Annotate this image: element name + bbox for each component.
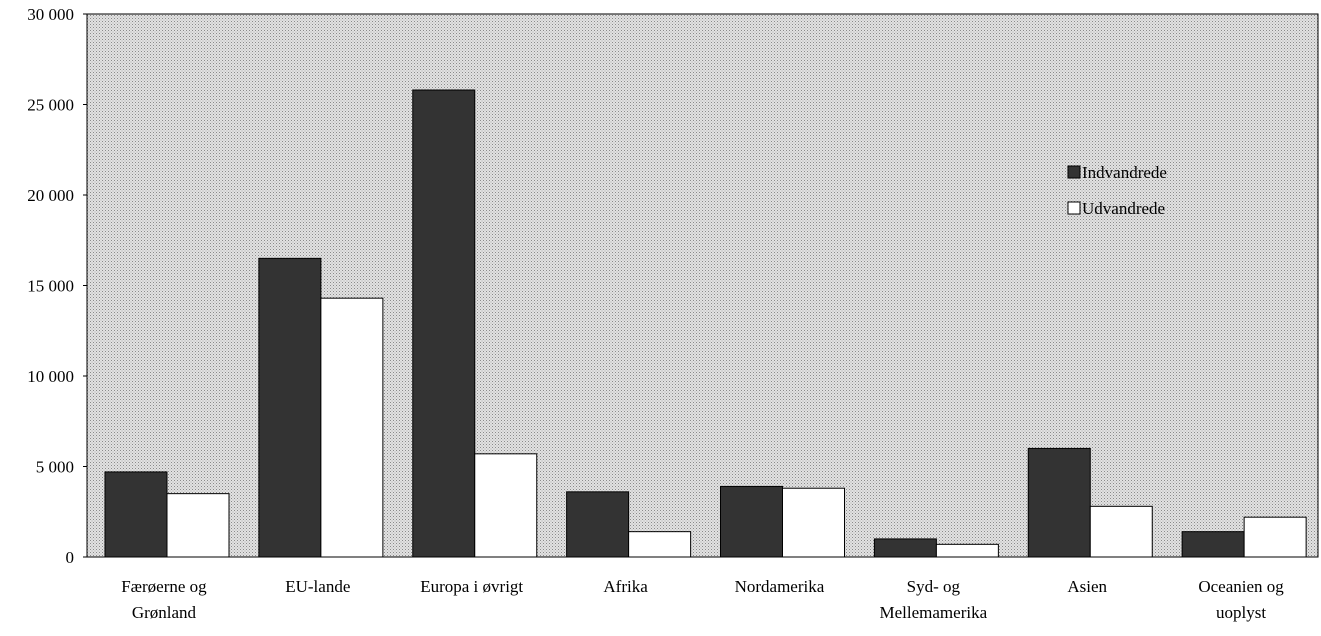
x-tick-label: Syd- og Mellemamerika xyxy=(880,577,988,622)
y-tick-label: 10 000 xyxy=(27,367,74,386)
x-tick-label: Færøerne og Grønland xyxy=(121,577,207,622)
y-tick-label: 15 000 xyxy=(27,277,74,296)
bar xyxy=(320,297,384,558)
bar xyxy=(1181,531,1245,558)
x-tick-label: EU-lande xyxy=(285,577,350,596)
bar xyxy=(258,257,322,558)
bar xyxy=(935,543,999,558)
x-tick-label: Europa i øvrigt xyxy=(420,577,523,596)
x-tick-label: Oceanien og uoplyst xyxy=(1198,577,1284,622)
legend-label: Udvandrede xyxy=(1082,199,1165,218)
bar xyxy=(628,531,692,558)
bar xyxy=(412,89,476,558)
bar xyxy=(1089,505,1153,558)
bar xyxy=(873,538,937,558)
x-tick-label: Asien xyxy=(1067,577,1107,596)
bar xyxy=(104,471,168,558)
x-tick-label: Afrika xyxy=(603,577,648,596)
y-tick-label: 0 xyxy=(66,548,75,567)
legend-swatch xyxy=(1067,165,1081,179)
bar xyxy=(782,487,845,558)
bar xyxy=(474,453,538,558)
x-tick-label: Nordamerika xyxy=(735,577,825,596)
bar xyxy=(566,491,630,558)
y-tick-label: 5 000 xyxy=(36,458,74,477)
legend-label: Indvandrede xyxy=(1082,163,1167,182)
bar xyxy=(166,493,230,558)
legend-swatch xyxy=(1067,201,1081,215)
y-tick-label: 25 000 xyxy=(27,96,74,115)
y-tick-label: 20 000 xyxy=(27,186,74,205)
bar xyxy=(1243,516,1307,558)
y-tick-label: 30 000 xyxy=(27,5,74,24)
bar xyxy=(1027,447,1091,558)
bar xyxy=(720,485,783,558)
